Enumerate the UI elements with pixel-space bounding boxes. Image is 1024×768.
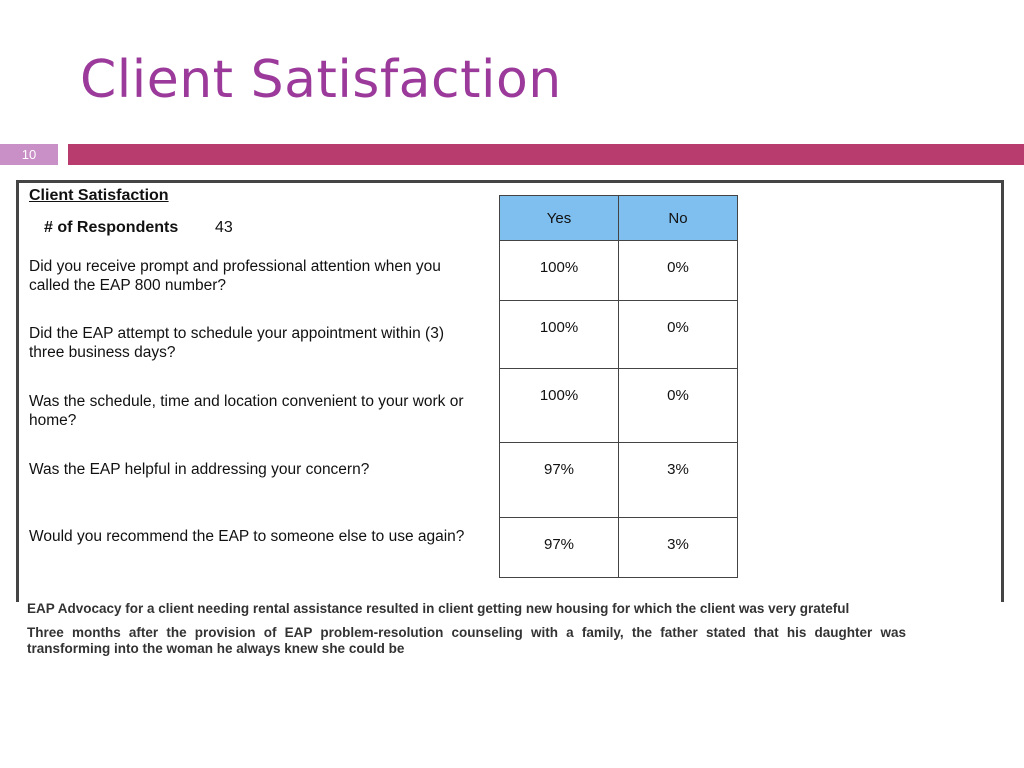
results-header-row: Yes No: [499, 195, 738, 241]
table-row: 100% 0%: [499, 300, 738, 369]
yes-value: 100%: [499, 368, 619, 443]
survey-question: Would you recommend the EAP to someone e…: [29, 528, 465, 545]
results-table: Yes No 100% 0% 100% 0% 100% 0% 97% 3% 97…: [499, 195, 738, 578]
no-value: 0%: [618, 240, 738, 301]
page-number: 10: [0, 144, 58, 165]
no-value: 0%: [618, 300, 738, 369]
note-paragraph: Three months after the provision of EAP …: [27, 625, 906, 656]
respondents-label: # of Respondents: [44, 219, 179, 236]
table-row: 97% 3%: [499, 517, 738, 578]
no-value: 3%: [618, 442, 738, 518]
survey-panel: Client Satisfaction # of Respondents 43 …: [16, 180, 1004, 602]
table-row: 100% 0%: [499, 368, 738, 443]
survey-question: Did the EAP attempt to schedule your app…: [29, 325, 444, 361]
slide-title: Client Satisfaction: [80, 50, 562, 110]
column-header-no: No: [618, 195, 738, 241]
accent-bar: [68, 144, 1024, 165]
no-value: 0%: [618, 368, 738, 443]
yes-value: 97%: [499, 442, 619, 518]
respondents-count: 43: [215, 219, 233, 236]
survey-question: Was the schedule, time and location conv…: [29, 393, 464, 429]
note-paragraph: EAP Advocacy for a client needing rental…: [27, 601, 850, 616]
yes-value: 100%: [499, 240, 619, 301]
table-row: 100% 0%: [499, 240, 738, 301]
survey-heading: Client Satisfaction: [29, 187, 169, 204]
column-header-yes: Yes: [499, 195, 619, 241]
table-row: 97% 3%: [499, 442, 738, 518]
yes-value: 100%: [499, 300, 619, 369]
no-value: 3%: [618, 517, 738, 578]
survey-question: Did you receive prompt and professional …: [29, 258, 441, 294]
notes-section: EAP Advocacy for a client needing rental…: [27, 601, 906, 665]
survey-question: Was the EAP helpful in addressing your c…: [29, 461, 370, 478]
yes-value: 97%: [499, 517, 619, 578]
